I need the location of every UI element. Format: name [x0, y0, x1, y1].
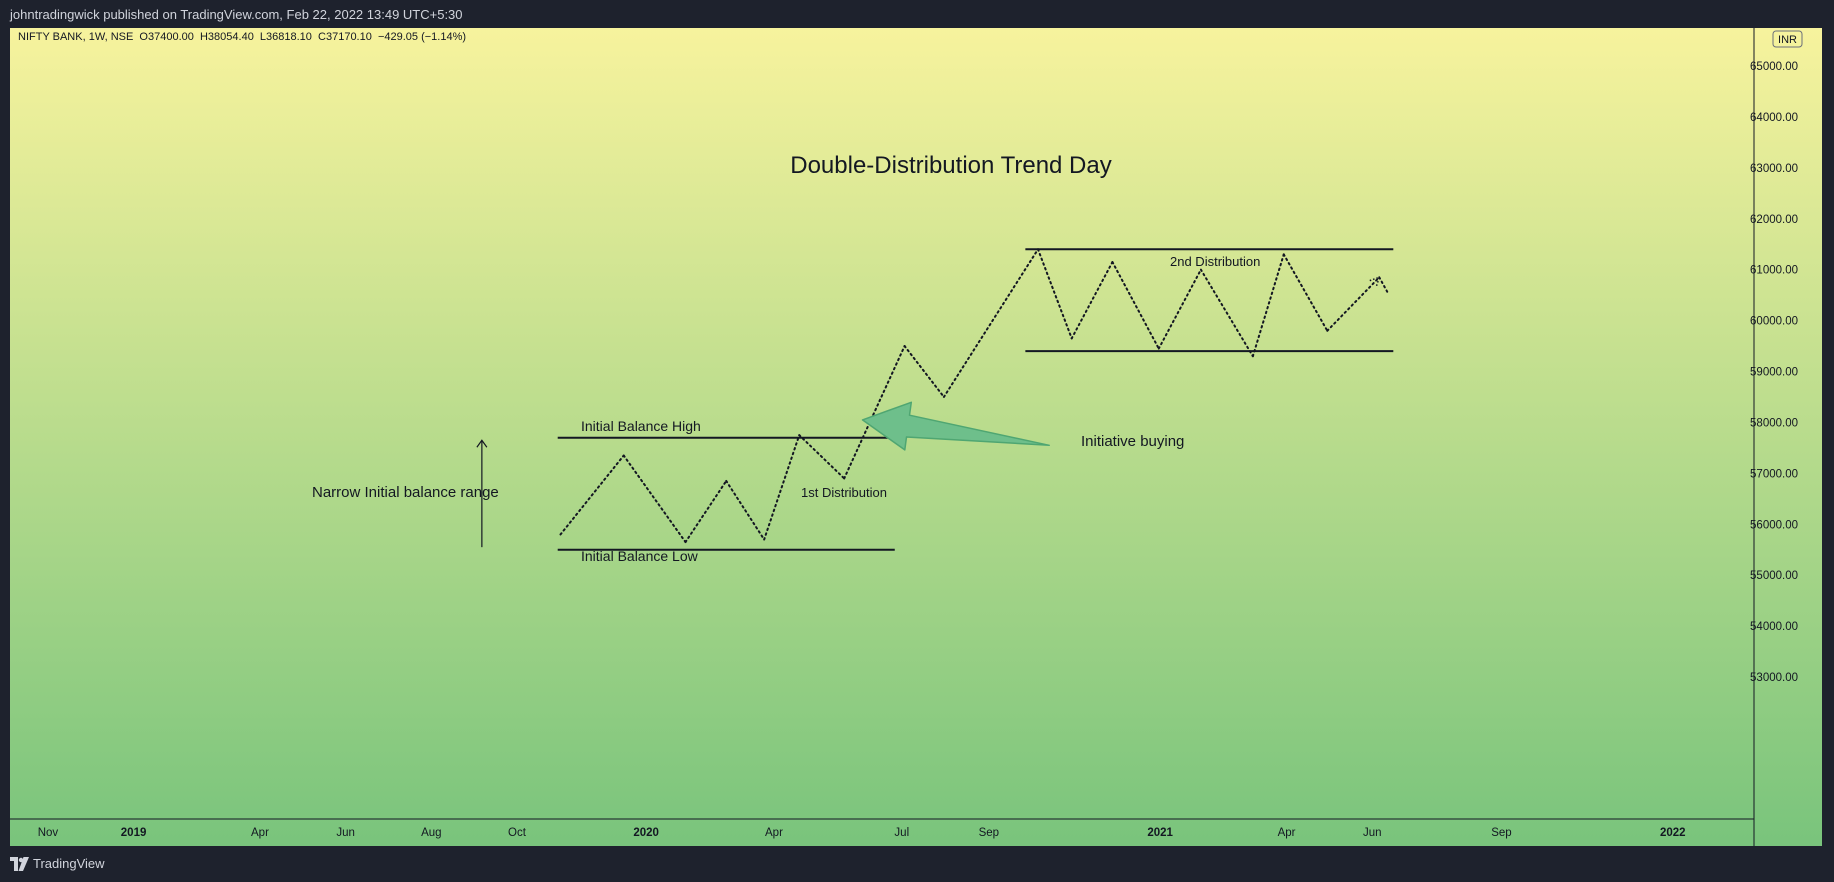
label-first-distribution: 1st Distribution: [801, 485, 887, 500]
label-initial-balance-high: Initial Balance High: [581, 418, 701, 434]
time-tick-label: Oct: [508, 827, 527, 839]
time-tick-label: Apr: [251, 827, 269, 839]
path-segment: [942, 248, 1040, 398]
path-segment: [1326, 276, 1381, 332]
price-tick-label: 62000.00: [1750, 214, 1798, 226]
label-narrow-range: Narrow Initial balance range: [312, 484, 499, 501]
label-second-distribution: 2nd Distribution: [1170, 254, 1260, 269]
currency-badge-box: [1772, 30, 1803, 48]
price-path: [559, 248, 1389, 544]
path-segment: [798, 434, 846, 480]
path-segment: [1037, 248, 1073, 340]
path-segment: [684, 479, 728, 544]
chart-frame[interactable]: Double-Distribution Trend Day Initial Ba…: [10, 28, 1822, 846]
path-segment: [1199, 268, 1254, 358]
path-segment: [725, 479, 766, 541]
chart-canvas[interactable]: Double-Distribution Trend Day Initial Ba…: [10, 28, 1822, 846]
time-tick-label: 2022: [1660, 827, 1686, 839]
currency-badge[interactable]: INR: [1772, 30, 1803, 48]
path-segment: [763, 434, 801, 541]
price-tick-label: 63000.00: [1750, 163, 1798, 175]
path-segment: [559, 454, 625, 536]
label-initial-balance-low: Initial Balance Low: [581, 548, 699, 564]
price-tick-label: 65000.00: [1750, 61, 1798, 73]
time-tick-label: Aug: [421, 827, 441, 839]
price-tick-label: 53000.00: [1750, 672, 1798, 684]
ohlc-legend: NIFTY BANK, 1W, NSE O37400.00 H38054.40 …: [18, 31, 466, 43]
arrows: [476, 401, 1050, 548]
time-tick-label: Jun: [1363, 827, 1382, 839]
annotations: Double-Distribution Trend Day Initial Ba…: [312, 152, 1260, 564]
price-tick-label: 55000.00: [1750, 570, 1798, 582]
time-tick-label: 2020: [633, 827, 659, 839]
tradingview-brand[interactable]: TradingView: [33, 856, 105, 871]
path-segment: [1157, 268, 1202, 350]
time-tick-label: Apr: [1278, 827, 1296, 839]
time-tick-label: Jul: [894, 827, 909, 839]
chart-title: Double-Distribution Trend Day: [790, 152, 1111, 179]
time-tick-label: Sep: [1491, 827, 1511, 839]
initiative-buying-arrow: [861, 401, 1050, 451]
price-tick-label: 59000.00: [1750, 367, 1798, 379]
price-tick-label: 54000.00: [1750, 621, 1798, 633]
publish-header: johntradingwick published on TradingView…: [0, 0, 1834, 28]
price-tick-label: 56000.00: [1750, 519, 1798, 531]
price-tick-label: 57000.00: [1750, 468, 1798, 480]
price-tick-label: 61000.00: [1750, 265, 1798, 277]
time-tick-label: Sep: [979, 827, 999, 839]
path-segment: [1111, 261, 1160, 350]
publisher-line: johntradingwick published on TradingView…: [10, 7, 463, 22]
time-axis[interactable]: Nov 2019 Apr Jun Aug Oct 2020 Apr Jul Sep 2021 Apr J…: [38, 827, 1686, 839]
footer: TradingView: [0, 846, 1834, 882]
path-segment: [1070, 261, 1114, 340]
path-segment: [1378, 276, 1389, 294]
price-tick-label: 58000.00: [1750, 417, 1798, 429]
path-segment: [843, 345, 906, 480]
time-tick-label: Apr: [765, 827, 783, 839]
price-tick-label: 60000.00: [1750, 316, 1798, 328]
time-tick-label: Jun: [336, 827, 355, 839]
currency-badge-label: INR: [1778, 34, 1797, 46]
path-segment: [1282, 253, 1329, 332]
tradingview-logo-icon[interactable]: [10, 857, 30, 871]
range-arrow-head: [476, 439, 488, 448]
path-segment: [903, 345, 945, 398]
time-tick-label: 2021: [1147, 827, 1173, 839]
time-tick-label: 2019: [121, 827, 147, 839]
label-initiative-buying: Initiative buying: [1081, 433, 1184, 450]
time-tick-label: Nov: [38, 827, 59, 839]
price-axis[interactable]: 65000.00 64000.00 63000.00 62000.00 61000.00…: [1750, 61, 1798, 684]
price-tick-label: 64000.00: [1750, 112, 1798, 124]
distribution-levels: [557, 248, 1394, 551]
